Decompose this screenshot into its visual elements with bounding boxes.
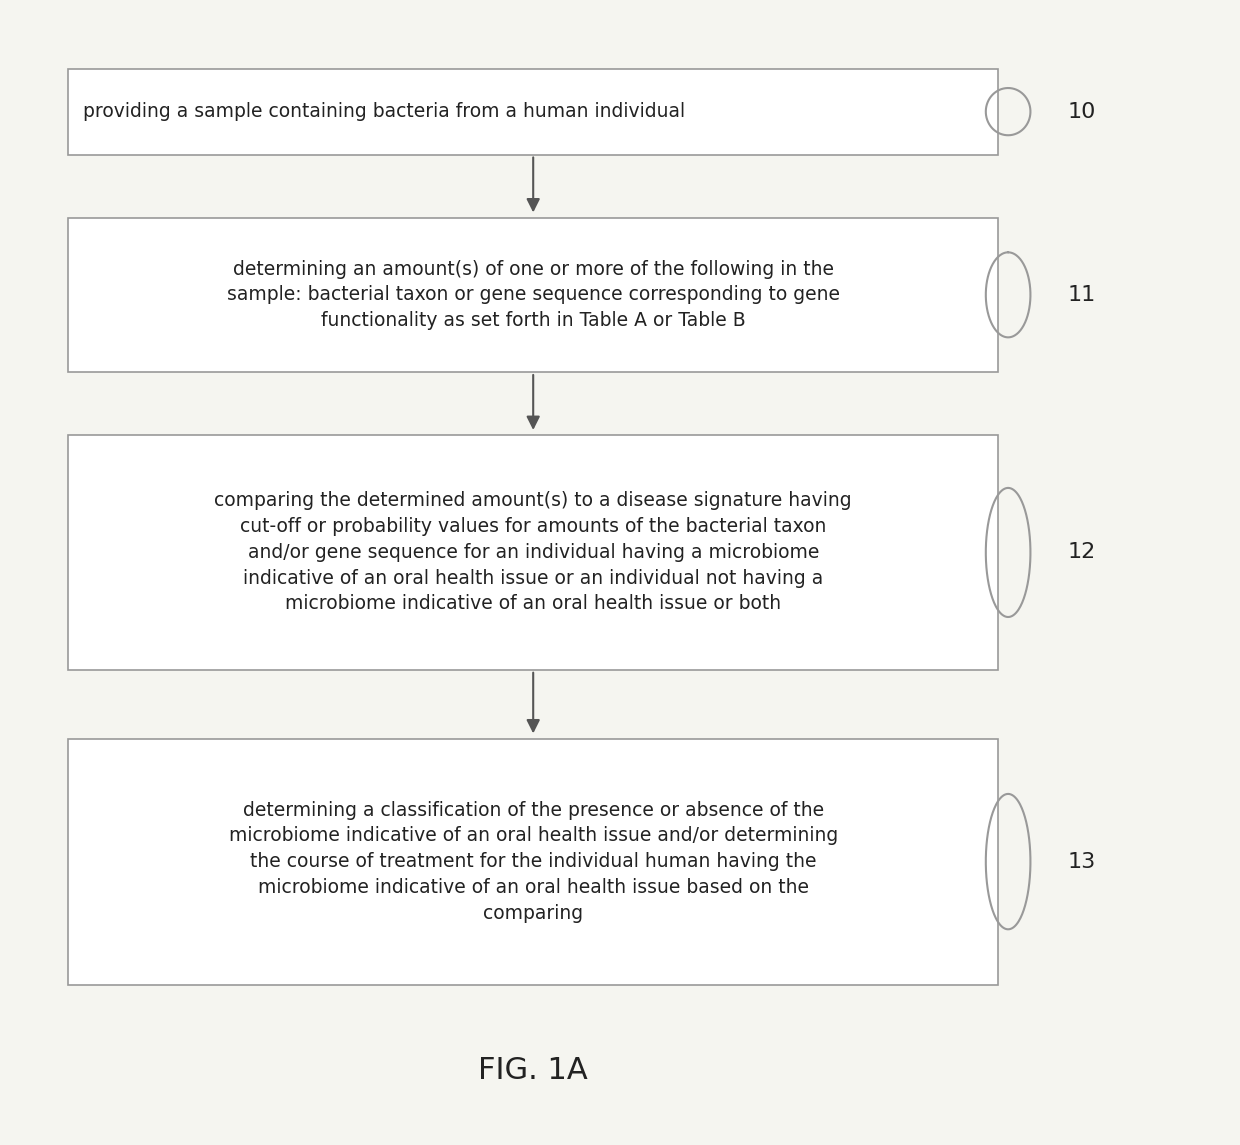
Text: FIG. 1A: FIG. 1A [479,1056,588,1085]
FancyBboxPatch shape [68,218,998,372]
Text: 13: 13 [1068,852,1096,871]
Text: 12: 12 [1068,543,1096,562]
Text: 10: 10 [1068,102,1096,121]
FancyBboxPatch shape [68,69,998,155]
Text: determining a classification of the presence or absence of the
microbiome indica: determining a classification of the pres… [228,800,838,923]
Text: comparing the determined amount(s) to a disease signature having
cut-off or prob: comparing the determined amount(s) to a … [215,491,852,614]
FancyBboxPatch shape [68,435,998,670]
Text: 11: 11 [1068,285,1096,305]
Text: providing a sample containing bacteria from a human individual: providing a sample containing bacteria f… [83,102,686,121]
FancyBboxPatch shape [68,739,998,985]
Text: determining an amount(s) of one or more of the following in the
sample: bacteria: determining an amount(s) of one or more … [227,260,839,330]
